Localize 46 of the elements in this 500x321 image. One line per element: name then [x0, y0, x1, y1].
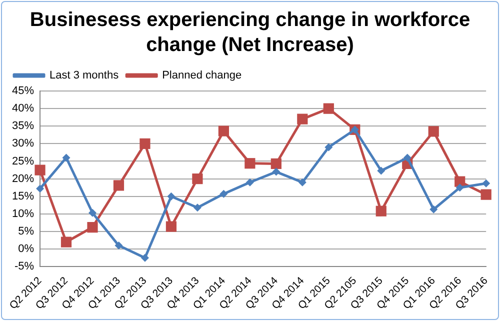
point — [166, 221, 177, 232]
point — [113, 180, 124, 191]
point — [192, 174, 203, 184]
point — [430, 205, 438, 214]
y-tick-label: -5% — [14, 260, 34, 273]
point — [297, 114, 308, 124]
point — [428, 126, 439, 137]
point — [36, 184, 44, 193]
y-tick-label: 10% — [12, 208, 34, 220]
point — [140, 254, 149, 262]
y-tick-label: 20% — [12, 172, 34, 185]
point — [62, 154, 70, 162]
point — [270, 158, 282, 170]
y-tick-label: 0% — [18, 243, 34, 256]
point — [244, 158, 256, 169]
legend-label: Planned change — [162, 70, 242, 82]
point — [218, 126, 229, 136]
point — [480, 189, 492, 200]
point — [324, 143, 333, 152]
point — [193, 204, 202, 212]
point — [220, 190, 228, 198]
point — [140, 138, 150, 149]
point — [456, 184, 464, 192]
point — [323, 103, 334, 114]
point — [167, 192, 176, 200]
point — [403, 154, 412, 162]
legend-label: Last 3 months — [50, 70, 120, 82]
point — [482, 179, 490, 188]
y-tick-label: 15% — [12, 190, 34, 202]
point — [377, 166, 386, 175]
point — [87, 222, 98, 233]
point — [34, 164, 46, 176]
point — [272, 168, 280, 176]
point — [88, 208, 96, 217]
y-tick-label: 5% — [18, 226, 34, 238]
point — [246, 178, 254, 186]
y-tick-label: 30% — [12, 138, 34, 150]
point — [376, 206, 386, 216]
point — [298, 178, 306, 186]
point — [114, 242, 123, 250]
y-tick-label: 45% — [12, 85, 34, 98]
point — [60, 236, 72, 248]
chart-title: Businesess experiencing change in workforce change (Net Increase) — [28, 8, 472, 58]
y-tick-label: 40% — [12, 102, 34, 115]
y-tick-label: 35% — [12, 120, 34, 132]
y-tick-label: 25% — [12, 155, 34, 168]
